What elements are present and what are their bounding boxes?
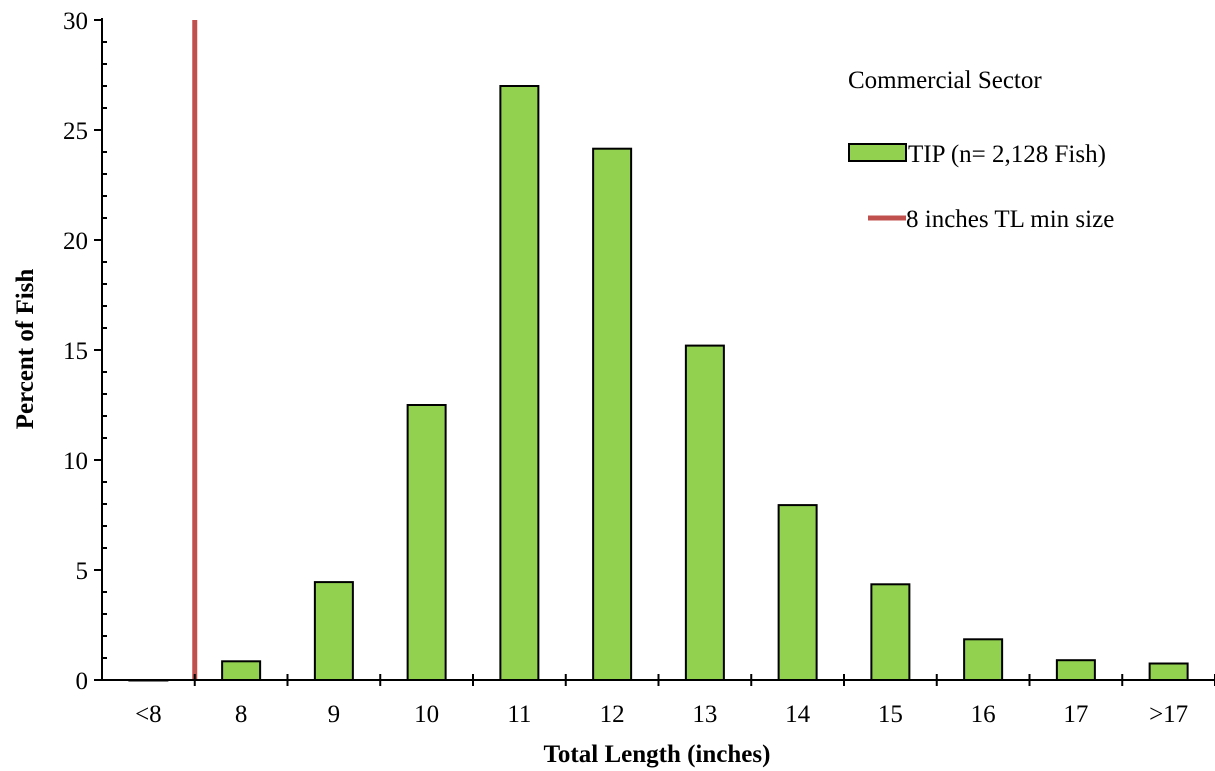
legend-title: Commercial Sector xyxy=(848,67,1042,94)
legend-label-ref-line: 8 inches TL min size xyxy=(906,206,1114,233)
bar-13 xyxy=(684,344,725,681)
y-tick-labels: 0 5 10 15 20 25 30 xyxy=(63,8,88,695)
legend: Commercial Sector TIP (n= 2,128 Fish) 8 … xyxy=(848,67,1114,233)
y-tick-label-15: 15 xyxy=(63,338,88,365)
bar-15 xyxy=(870,583,911,681)
y-tick-label-25: 25 xyxy=(63,118,88,145)
bar-14 xyxy=(777,504,818,681)
bar-9 xyxy=(313,581,354,681)
bar-16 xyxy=(963,638,1004,681)
y-tick-label-10: 10 xyxy=(63,448,88,475)
y-tick-label-0: 0 xyxy=(76,668,89,695)
x-tick-label-9: 9 xyxy=(328,701,341,728)
y-tick-label-30: 30 xyxy=(63,8,88,35)
x-tick-label-16: 16 xyxy=(971,701,996,728)
x-tick-label-12: 12 xyxy=(600,701,625,728)
x-tick-label->17: >17 xyxy=(1149,701,1188,728)
bar->17 xyxy=(1148,662,1189,681)
bar-10 xyxy=(406,404,447,681)
x-tick-label-17: 17 xyxy=(1063,701,1088,728)
x-tick-label-13: 13 xyxy=(692,701,717,728)
y-tick-label-20: 20 xyxy=(63,228,88,255)
y-axis-title: Percent of Fish xyxy=(12,269,39,430)
x-tick-label-<8: <8 xyxy=(135,701,162,728)
y-tick-label-5: 5 xyxy=(76,558,89,585)
x-tick-label-10: 10 xyxy=(414,701,439,728)
x-tick-labels: <8 8 9 10 11 12 13 14 15 16 17 >17 xyxy=(135,701,1188,728)
bars-group xyxy=(128,85,1189,682)
bar-11 xyxy=(499,85,540,681)
bar-12 xyxy=(592,147,633,681)
bar-8 xyxy=(221,660,262,681)
axes-group xyxy=(94,18,1215,686)
x-tick-label-8: 8 xyxy=(235,701,248,728)
x-tick-label-15: 15 xyxy=(878,701,903,728)
x-axis-title: Total Length (inches) xyxy=(544,741,771,768)
bar-17 xyxy=(1055,659,1096,682)
x-tick-label-11: 11 xyxy=(507,701,531,728)
x-tick-label-14: 14 xyxy=(785,701,811,728)
legend-swatch-tip xyxy=(848,143,907,162)
legend-label-tip: TIP (n= 2,128 Fish) xyxy=(908,141,1106,168)
